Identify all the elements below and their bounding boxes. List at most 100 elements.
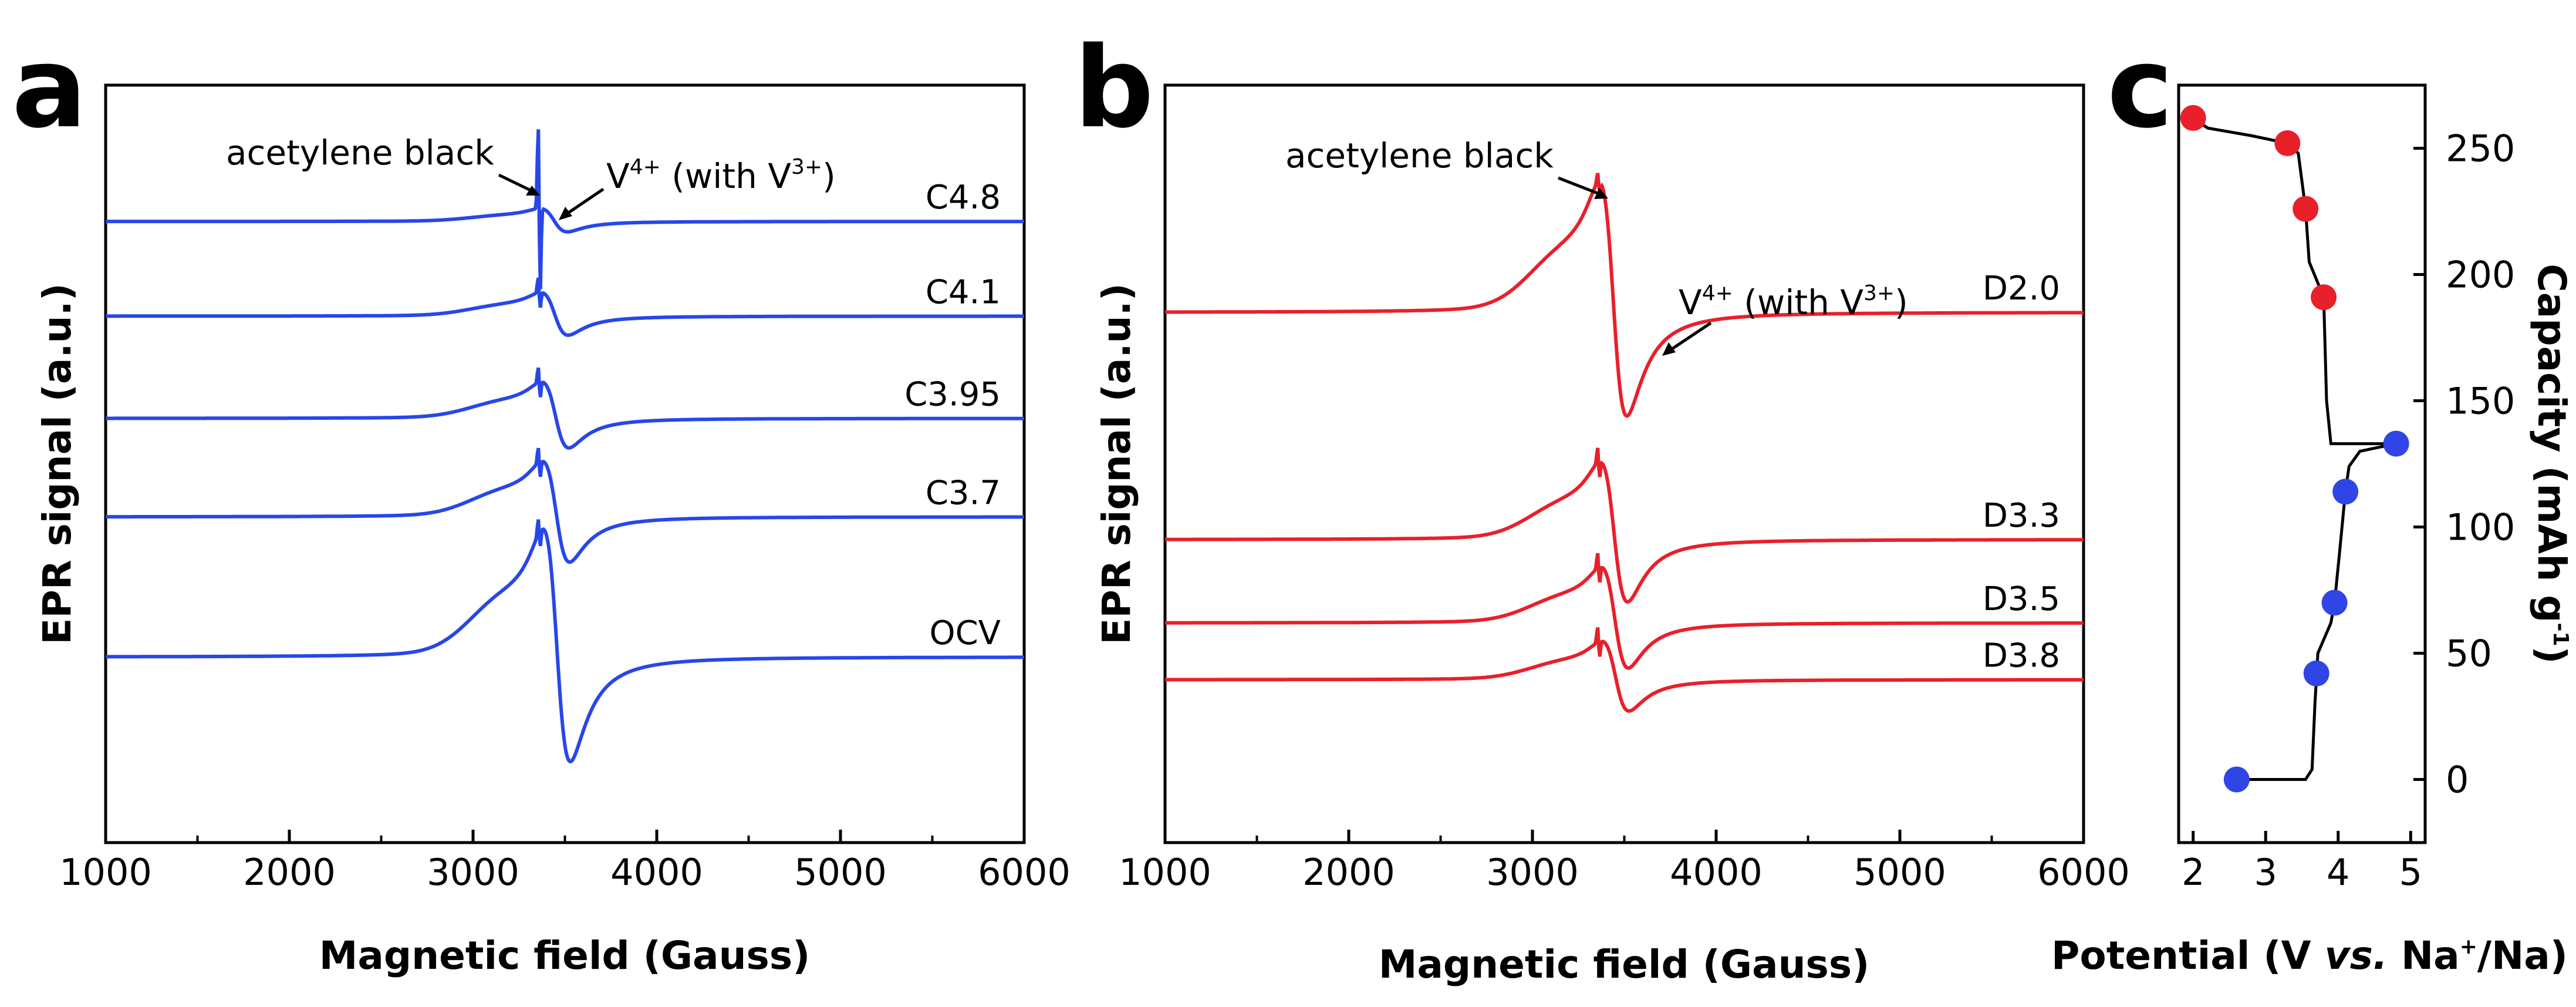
panel-a-series <box>106 129 1024 764</box>
panel-c-ylabel-sup: -1 <box>2548 623 2572 646</box>
panel-b-v4-end: ) <box>1895 282 1908 322</box>
panel-b-x-axis-title: Magnetic field (Gauss) <box>1379 942 1870 987</box>
panel-a: a 1000 2000 3000 4000 5000 6000 C4.8 C4.1 C3.95… <box>12 23 1071 978</box>
panel-a-v4-main: V <box>606 156 630 196</box>
panel-a-trace-labels: C4.8 C4.1 C3.95 C3.7 OCV <box>904 179 1001 652</box>
panel-b-v4-sup: 4+ <box>1702 281 1733 305</box>
x-tick-label: 6000 <box>978 851 1071 894</box>
panel-c-xlabel-vs: vs. <box>2325 933 2388 978</box>
panel-a-x-axis-title: Magnetic field (Gauss) <box>319 933 811 978</box>
panel-a-arrow-acetylene <box>498 173 536 194</box>
panel-c-y-axis-title: Capacity (mAh g-1) <box>2529 264 2574 664</box>
series-line-D2.0 <box>1165 173 2084 418</box>
y-tick-label: 150 <box>2446 380 2515 423</box>
x-tick-label: 1000 <box>1119 851 1211 894</box>
x-tick-label: 3000 <box>1486 851 1579 894</box>
discharge-point <box>2274 130 2301 156</box>
y-tick-label: 100 <box>2446 506 2515 549</box>
discharge-curve <box>2192 116 2396 446</box>
panel-b-series <box>1165 173 2084 713</box>
series-label-OCV: OCV <box>930 614 1001 652</box>
panel-a-y-axis-title: EPR signal (a.u.) <box>35 283 80 645</box>
panel-b-v3-sup: 3+ <box>1863 281 1895 305</box>
panel-c-ylabel-end: ) <box>2529 646 2574 664</box>
x-tick-label: 5000 <box>1853 851 1946 894</box>
panel-a-v4-mid: (with V <box>661 156 792 196</box>
x-tick-label: 4 <box>2327 851 2349 894</box>
panel-c-x-axis-title: Potential (V vs. Na+/Na) <box>2051 933 2568 978</box>
panel-c-xlabel-part1: Potential (V <box>2051 933 2325 978</box>
panel-c-xlabel-plus: + <box>2460 935 2477 959</box>
charge-point <box>2332 479 2359 505</box>
series-label-C3.95: C3.95 <box>904 376 1001 414</box>
panel-a-x-ticks: 1000 2000 3000 4000 5000 6000 <box>59 830 1071 894</box>
x-tick-label: 2000 <box>243 851 336 894</box>
panel-b-frame <box>1163 83 2085 844</box>
panel-b-annotation-acetylene: acetylene black <box>1285 136 1554 176</box>
panel-a-arrowhead-acetylene <box>526 186 540 196</box>
panel-a-arrowhead-v4 <box>559 207 572 220</box>
panel-a-v4-sup: 4+ <box>630 155 661 179</box>
panel-a-v3-sup: 3+ <box>791 155 822 179</box>
y-tick-label: 200 <box>2446 254 2515 297</box>
panel-b-arrow-v4 <box>1666 321 1712 354</box>
y-tick-label: 0 <box>2446 759 2469 801</box>
panel-b-v4-main: V <box>1679 282 1702 322</box>
panel-b-arrowhead-acetylene <box>1594 188 1608 199</box>
panel-letter-b: b <box>1074 23 1154 153</box>
panel-b: b 1000 2000 3000 4000 5000 6000 D2.0D3.3D3.5D… <box>1074 23 2130 987</box>
charge-point <box>2321 590 2348 616</box>
x-tick-label: 3 <box>2254 851 2277 894</box>
x-tick-label: 1000 <box>59 851 152 894</box>
x-tick-label: 2 <box>2182 851 2204 894</box>
panel-c-curves <box>2192 116 2397 781</box>
panel-a-v4-end: ) <box>822 156 836 196</box>
series-line-C4.1 <box>106 277 1024 337</box>
x-tick-label: 6000 <box>2037 851 2130 894</box>
x-tick-label: 3000 <box>427 851 519 894</box>
discharge-point <box>2293 196 2319 222</box>
panel-letter-a: a <box>12 23 87 153</box>
charge-point <box>2223 766 2250 793</box>
series-label-D3.5: D3.5 <box>1983 580 2060 618</box>
x-tick-label: 5000 <box>794 851 887 894</box>
series-label-C3.7: C3.7 <box>926 474 1001 512</box>
series-line-C3.95 <box>106 367 1024 450</box>
series-label-C4.8: C4.8 <box>926 179 1001 217</box>
panel-b-x-ticks: 1000 2000 3000 4000 5000 6000 <box>1119 830 2130 894</box>
panel-c-frame <box>2177 83 2427 844</box>
panel-a-annotation-acetylene: acetylene black <box>226 133 494 173</box>
x-tick-label: 4000 <box>610 851 703 894</box>
series-label-D3.8: D3.8 <box>1983 637 2060 675</box>
series-label-D2.0: D2.0 <box>1983 270 2060 308</box>
series-line-C4.8 <box>106 129 1024 289</box>
panel-b-y-axis-title: EPR signal (a.u.) <box>1094 283 1139 645</box>
panel-b-v4-mid: (with V <box>1733 282 1864 322</box>
discharge-point <box>2311 284 2337 311</box>
series-label-C4.1: C4.1 <box>926 273 1001 311</box>
panel-b-annotation-v4: V4+ (with V3+) <box>1679 281 1908 322</box>
series-line-D3.5 <box>1165 553 2084 670</box>
series-line-D3.8 <box>1165 627 2084 713</box>
x-tick-label: 4000 <box>1670 851 1763 894</box>
panel-c-xlabel-na: Na <box>2388 933 2460 978</box>
y-tick-label: 250 <box>2446 127 2515 170</box>
panel-a-frame <box>104 83 1026 844</box>
series-line-D3.3 <box>1165 447 2084 604</box>
x-tick-label: 2000 <box>1302 851 1395 894</box>
series-line-C3.7 <box>106 447 1024 564</box>
panel-c-ylabel-part1: Capacity (mAh g <box>2529 264 2574 622</box>
charge-point <box>2383 430 2409 457</box>
panel-c-points <box>2180 105 2409 793</box>
panel-a-annotation-v4: V4+ (with V3+) <box>606 155 836 196</box>
series-line-OCV <box>106 519 1024 764</box>
panel-b-arrowhead-v4 <box>1662 342 1676 356</box>
y-tick-label: 50 <box>2446 632 2492 675</box>
panel-a-arrow-v4 <box>562 187 605 218</box>
panel-b-trace-labels: D2.0 D3.3 D3.5 D3.8 <box>1983 270 2060 675</box>
panel-c-xlabel-end: /Na) <box>2477 933 2568 978</box>
charge-point <box>2303 660 2329 686</box>
